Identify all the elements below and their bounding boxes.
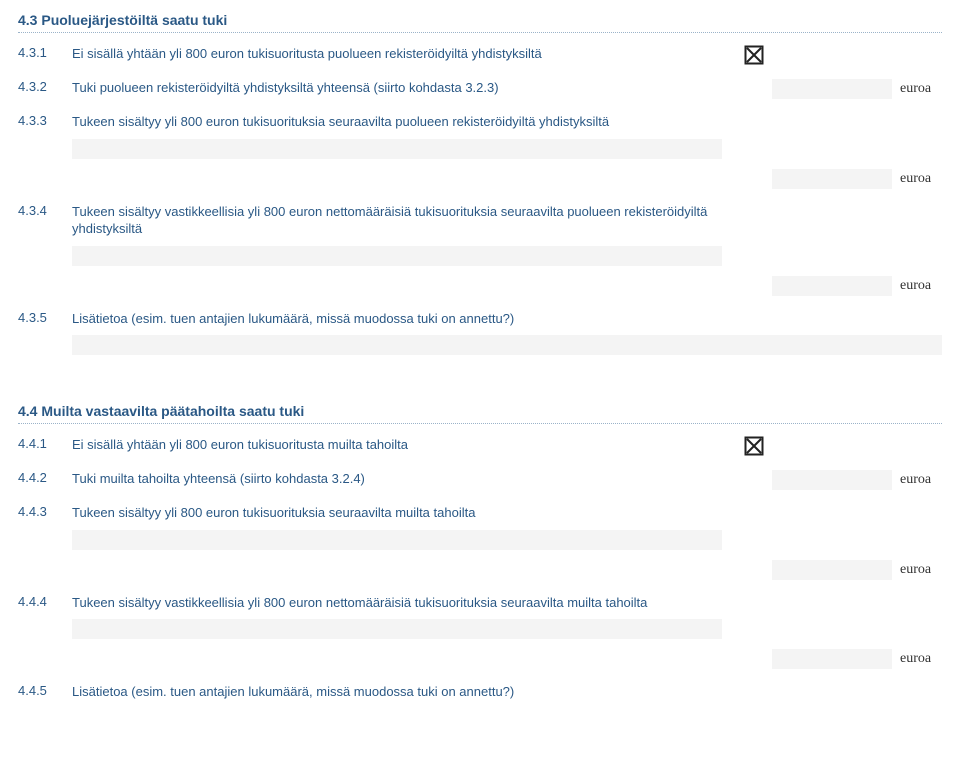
section-4-4-divider — [18, 423, 942, 424]
currency-label: euroa — [900, 171, 942, 187]
item-label: Lisätietoa (esim. tuen antajien lukumäär… — [72, 310, 942, 328]
amount-row-4-3-4: euroa — [18, 276, 942, 296]
currency-label: euroa — [900, 651, 942, 667]
item-label: Lisätietoa (esim. tuen antajien lukumäär… — [72, 683, 942, 701]
section-4-4-heading: 4.4 Muilta vastaavilta päätahoilta saatu… — [18, 403, 942, 419]
row-4-4-4: 4.4.4 Tukeen sisältyy vastikkeellisia yl… — [18, 594, 942, 612]
text-input-4-4-3[interactable] — [72, 530, 722, 550]
row-4-3-3: 4.3.3 Tukeen sisältyy yli 800 euron tuki… — [18, 113, 942, 131]
currency-label: euroa — [900, 472, 942, 488]
currency-label: euroa — [900, 278, 942, 294]
checkbox-4-3-1[interactable] — [744, 45, 764, 65]
section-4-4: 4.4 Muilta vastaavilta päätahoilta saatu… — [18, 403, 942, 701]
row-4-3-2: 4.3.2 Tuki puolueen rekisteröidyiltä yhd… — [18, 79, 942, 99]
item-label: Tukeen sisältyy yli 800 euron tukisuorit… — [72, 113, 736, 131]
item-number: 4.3.5 — [18, 310, 72, 325]
item-number: 4.3.2 — [18, 79, 72, 94]
amount-input-4-4-3[interactable] — [772, 560, 892, 580]
amount-input-4-4-2[interactable] — [772, 470, 892, 490]
item-label: Tukeen sisältyy yli 800 euron tukisuorit… — [72, 504, 942, 522]
section-4-3-heading: 4.3 Puoluejärjestöiltä saatu tuki — [18, 12, 942, 28]
row-4-3-5: 4.3.5 Lisätietoa (esim. tuen antajien lu… — [18, 310, 942, 328]
text-input-4-3-4[interactable] — [72, 246, 722, 266]
currency-label: euroa — [900, 562, 942, 578]
amount-col: euroa — [772, 79, 942, 99]
row-4-3-1: 4.3.1 Ei sisällä yhtään yli 800 euron tu… — [18, 45, 942, 65]
item-number: 4.4.4 — [18, 594, 72, 609]
item-number: 4.3.3 — [18, 113, 72, 128]
checkbox-4-4-1[interactable] — [744, 436, 764, 456]
item-label: Tuki puolueen rekisteröidyiltä yhdistyks… — [72, 79, 736, 97]
checkbox-col — [736, 45, 772, 65]
item-label: Tukeen sisältyy vastikkeellisia yli 800 … — [72, 594, 942, 612]
row-4-4-5: 4.4.5 Lisätietoa (esim. tuen antajien lu… — [18, 683, 942, 701]
item-number: 4.4.5 — [18, 683, 72, 698]
amount-row-4-4-3: euroa — [18, 560, 942, 580]
item-label: Tuki muilta tahoilta yhteensä (siirto ko… — [72, 470, 736, 488]
item-number: 4.3.4 — [18, 203, 72, 218]
amount-col: euroa — [772, 470, 942, 490]
row-4-4-1: 4.4.1 Ei sisällä yhtään yli 800 euron tu… — [18, 436, 942, 456]
item-number: 4.4.1 — [18, 436, 72, 451]
amount-input-4-3-3[interactable] — [772, 169, 892, 189]
amount-input-4-4-4[interactable] — [772, 649, 892, 669]
checkbox-col — [736, 436, 772, 456]
section-4-3: 4.3 Puoluejärjestöiltä saatu tuki 4.3.1 … — [18, 12, 942, 355]
row-4-4-3: 4.4.3 Tukeen sisältyy yli 800 euron tuki… — [18, 504, 942, 522]
row-4-3-4: 4.3.4 Tukeen sisältyy vastikkeellisia yl… — [18, 203, 942, 238]
amount-row-4-4-4: euroa — [18, 649, 942, 669]
amount-row-4-3-3: euroa — [18, 169, 942, 189]
text-input-4-3-5[interactable] — [72, 335, 942, 355]
item-number: 4.4.3 — [18, 504, 72, 519]
item-label: Tukeen sisältyy vastikkeellisia yli 800 … — [72, 203, 736, 238]
item-label: Ei sisällä yhtään yli 800 euron tukisuor… — [72, 436, 736, 454]
currency-label: euroa — [900, 81, 942, 97]
text-input-4-3-3[interactable] — [72, 139, 722, 159]
item-label: Ei sisällä yhtään yli 800 euron tukisuor… — [72, 45, 736, 63]
text-input-4-4-4[interactable] — [72, 619, 722, 639]
item-number: 4.3.1 — [18, 45, 72, 60]
section-4-3-divider — [18, 32, 942, 33]
amount-input-4-3-4[interactable] — [772, 276, 892, 296]
amount-input-4-3-2[interactable] — [772, 79, 892, 99]
item-number: 4.4.2 — [18, 470, 72, 485]
row-4-4-2: 4.4.2 Tuki muilta tahoilta yhteensä (sii… — [18, 470, 942, 490]
